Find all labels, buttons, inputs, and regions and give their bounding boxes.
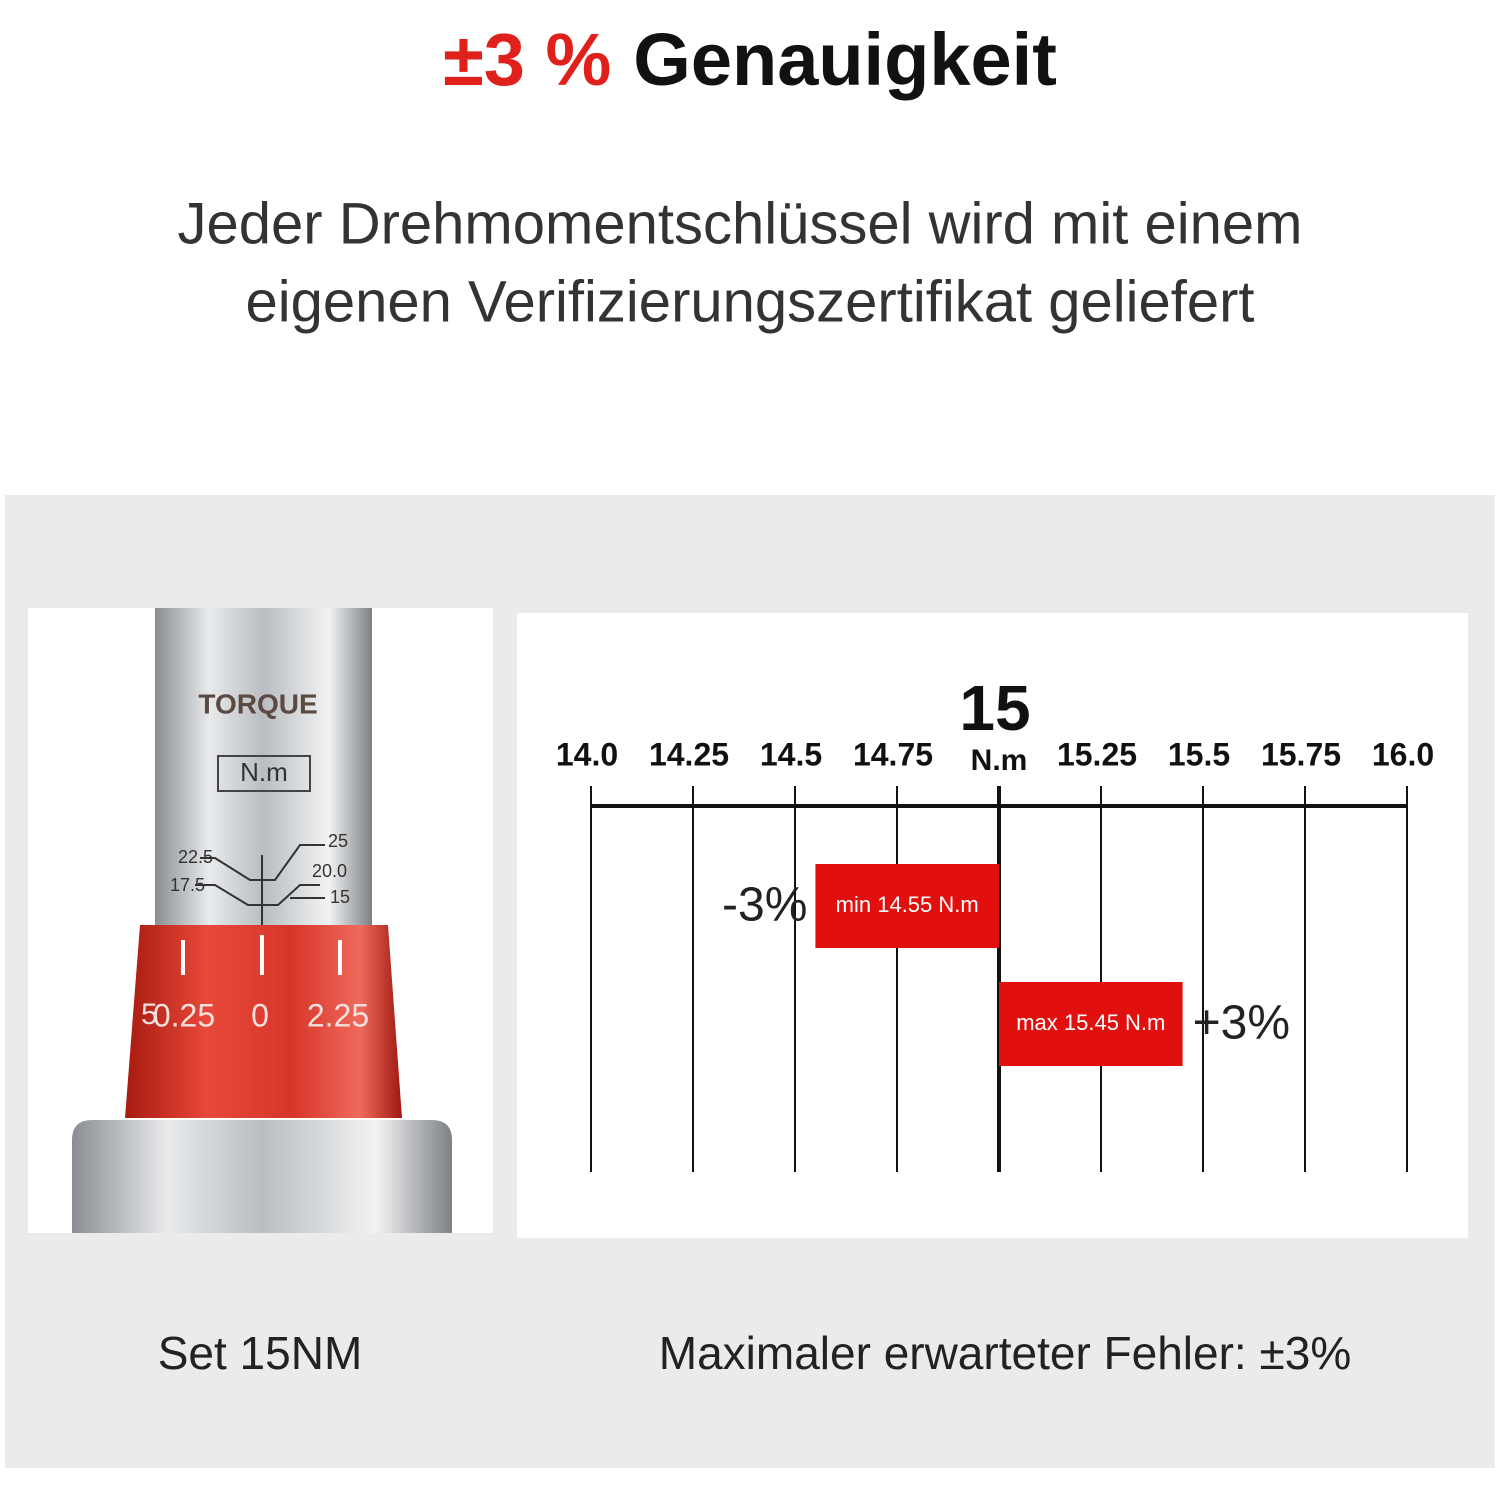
caption: Set 15NM	[158, 1327, 363, 1379]
scale-label: 25	[328, 831, 348, 851]
bar-tag: +3%	[1193, 997, 1290, 1050]
scale-label: 17.5	[170, 875, 205, 895]
caption: Maximaler erwarteter Fehler: ±3%	[659, 1327, 1351, 1379]
unit-box	[217, 755, 311, 792]
subtitle-line: eigenen Verifizierungszertifikat geliefe…	[245, 269, 1254, 334]
title-main: Genauigkeit	[633, 18, 1057, 101]
scale: 14.0 14.25 14.5 14.75 15 15.25 15.5 15.75 16.0 N.…	[556, 672, 1434, 1172]
tick-label: 14.25	[649, 736, 729, 772]
brand: TORQUE	[198, 688, 317, 719]
tick-label: 15.25	[1057, 736, 1137, 772]
collar-marks	[181, 935, 342, 975]
tick-label-main: 15	[959, 672, 1030, 744]
collar	[125, 925, 402, 1118]
scale-label: 22.5	[178, 847, 213, 867]
photo: TORQUE N.m 22.5 17.5 25 20.0 15 5 0.25 0…	[28, 608, 493, 1233]
tick-label: 14.75	[853, 736, 933, 772]
unit: N.m	[240, 757, 288, 787]
subtitle-line: Jeder Drehmomentschlüssel wird mit einem	[178, 191, 1303, 256]
scale-label: 20.0	[312, 861, 347, 881]
shaft	[155, 608, 372, 928]
title-accent: ±3 %	[443, 18, 611, 101]
collar-label: 5	[141, 998, 158, 1031]
bar-label: max 15.45 N.m	[1016, 1010, 1165, 1035]
scale-label: 15	[330, 887, 350, 907]
scale-lines	[195, 844, 325, 925]
base	[72, 1120, 452, 1233]
bar-label: min 14.55 N.m	[836, 892, 979, 917]
collar-label: 0.25	[153, 997, 215, 1033]
collar-label: 0	[251, 997, 269, 1033]
tick-label: 14.0	[556, 736, 618, 772]
tick-label: 14.5	[760, 736, 822, 772]
title: ±3 % Genauigkeit	[443, 18, 1057, 101]
bar-tag: -3%	[722, 879, 807, 932]
tick-label: 16.0	[1372, 736, 1434, 772]
tick-label: 15.5	[1168, 736, 1230, 772]
unit-label: N.m	[971, 744, 1028, 777]
error-bar	[999, 982, 1183, 1066]
tick-label: 15.75	[1261, 736, 1341, 772]
collar-label: 2.25	[307, 997, 369, 1033]
error-bar	[815, 864, 999, 948]
